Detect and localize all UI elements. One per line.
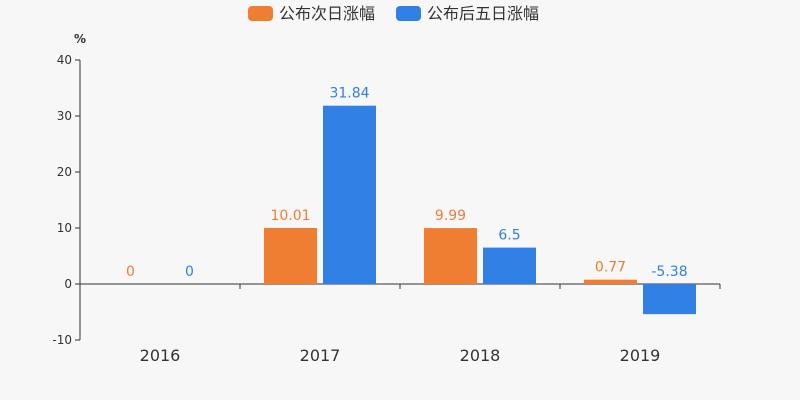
legend-label-five-day: 公布后五日涨幅 bbox=[427, 4, 539, 23]
x-category-label: 2017 bbox=[300, 346, 341, 365]
legend-item-five-day[interactable]: 公布后五日涨幅 bbox=[396, 4, 539, 23]
x-category-label: 2019 bbox=[620, 346, 661, 365]
bar-value-label: 6.5 bbox=[498, 228, 520, 244]
legend[interactable]: 公布次日涨幅 公布后五日涨幅 bbox=[248, 4, 539, 23]
legend-label-next-day: 公布次日涨幅 bbox=[279, 4, 375, 23]
axes: -10 0 10 20 30 40 2016 2017 2018 2019 bbox=[52, 53, 721, 365]
bar-value-label: -5.38 bbox=[651, 264, 687, 280]
bar bbox=[424, 228, 477, 284]
bar-value-label: 0 bbox=[185, 264, 194, 280]
y-tick-label: 30 bbox=[57, 109, 72, 123]
bar bbox=[483, 247, 536, 284]
bar-value-label: 9.99 bbox=[435, 208, 466, 224]
data-labels: 0 10.01 9.99 0.77 0 31.84 6.5 -5.38 bbox=[126, 86, 688, 280]
bars bbox=[264, 105, 696, 315]
bar-value-label: 31.84 bbox=[329, 86, 369, 102]
y-tick-label: 10 bbox=[57, 221, 72, 235]
y-tick-label: 40 bbox=[57, 53, 72, 67]
legend-item-next-day[interactable]: 公布次日涨幅 bbox=[248, 4, 375, 23]
y-tick-label: 0 bbox=[64, 277, 72, 291]
bar bbox=[264, 227, 317, 284]
bar-value-label: 0.77 bbox=[595, 260, 626, 276]
bar bbox=[584, 279, 637, 284]
x-category-label: 2016 bbox=[140, 346, 181, 365]
legend-swatch-five-day bbox=[396, 6, 421, 21]
y-tick-label: -10 bbox=[52, 333, 72, 347]
bar-value-label: 0 bbox=[126, 264, 135, 280]
legend-swatch-next-day bbox=[248, 6, 273, 21]
y-axis-unit-label: % bbox=[74, 32, 86, 46]
x-category-label: 2018 bbox=[460, 346, 501, 365]
bar-value-label: 10.01 bbox=[270, 208, 310, 224]
bar bbox=[643, 284, 696, 315]
y-tick-label: 20 bbox=[57, 165, 72, 179]
bar bbox=[323, 105, 376, 284]
